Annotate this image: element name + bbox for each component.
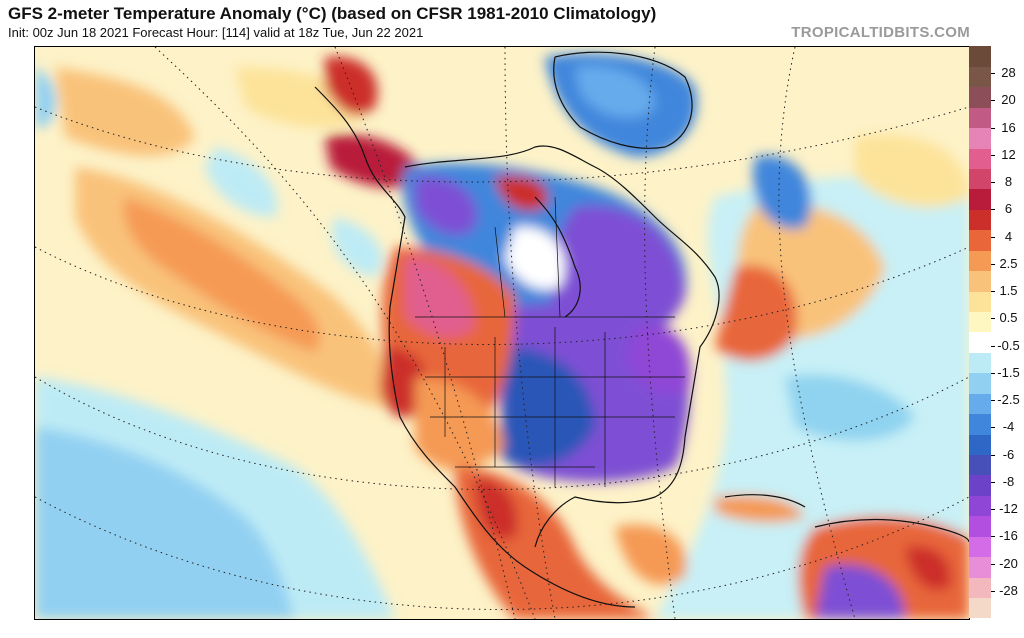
anomaly-map-canvas xyxy=(35,47,969,619)
colorbar-swatch xyxy=(969,556,991,578)
colorbar-label: -12 xyxy=(999,501,1018,517)
political-borders xyxy=(415,196,685,487)
colorbar-label: 20 xyxy=(1001,92,1016,108)
map-subtitle: Init: 00z Jun 18 2021 Forecast Hour: [11… xyxy=(8,25,424,40)
coastlines xyxy=(314,51,969,608)
colorbar-swatch xyxy=(969,189,991,210)
anomaly-field xyxy=(35,53,969,619)
colorbar-label: -6 xyxy=(1002,446,1015,462)
colorbar-swatch xyxy=(969,434,991,456)
colorbar-label: 2.5 xyxy=(999,255,1018,271)
colorbar-swatch xyxy=(969,209,991,231)
colorbar-label: -28 xyxy=(999,582,1018,598)
colorbar-label: -20 xyxy=(999,555,1018,571)
colorbar-tick xyxy=(991,318,995,320)
colorbar-swatch xyxy=(969,66,991,88)
colorbar-label: -8 xyxy=(1002,473,1015,489)
colorbar-tick xyxy=(991,400,995,402)
colorbar-swatch xyxy=(969,270,991,292)
anomaly-map xyxy=(34,46,970,620)
colorbar-tick xyxy=(991,154,995,156)
colorbar-tick xyxy=(991,536,995,538)
colorbar-swatch xyxy=(969,107,991,129)
colorbar-tick xyxy=(991,73,995,75)
colorbar-tick xyxy=(991,509,995,511)
colorbar-label: 4 xyxy=(1004,228,1013,244)
colorbar-label: -16 xyxy=(999,528,1018,544)
colorbar-swatch xyxy=(969,86,991,108)
colorbar-swatch xyxy=(969,332,991,353)
colorbar-swatch xyxy=(969,577,991,599)
colorbar-swatch xyxy=(969,168,991,190)
colorbar-tick xyxy=(991,590,995,592)
colorbar-swatch xyxy=(969,250,991,272)
colorbar-swatch xyxy=(969,413,991,435)
colorbar-tick xyxy=(991,481,995,483)
colorbar-swatch xyxy=(969,311,991,333)
colorbar-swatch xyxy=(969,515,991,537)
map-title: GFS 2-meter Temperature Anomaly (°C) (ba… xyxy=(8,4,657,23)
colorbar-swatch xyxy=(969,148,991,170)
colorbar-label: 6 xyxy=(1004,201,1013,217)
colorbar-swatch xyxy=(969,352,991,374)
colorbar-swatch xyxy=(969,46,991,67)
colorbar-tick xyxy=(991,182,995,184)
colorbar-tick xyxy=(991,263,995,265)
colorbar-label: 8 xyxy=(1004,174,1013,190)
colorbar-tick xyxy=(991,127,995,129)
colorbar-label: 12 xyxy=(1001,146,1016,162)
colorbar-label: 16 xyxy=(1001,119,1016,135)
graticule xyxy=(35,47,969,619)
colorbar-label: 0.5 xyxy=(999,310,1018,326)
colorbar-swatch xyxy=(969,536,991,558)
colorbar-tick xyxy=(991,291,995,293)
colorbar-label: -0.5 xyxy=(997,337,1020,353)
colorbar-label: -1.5 xyxy=(997,364,1020,380)
colorbar-tick xyxy=(991,236,995,238)
colorbar-swatch xyxy=(969,229,991,251)
colorbar-tick xyxy=(991,209,995,211)
colorbar-swatch xyxy=(969,372,991,394)
colorbar-label: 28 xyxy=(1001,65,1016,81)
colorbar-swatch xyxy=(969,495,991,517)
colorbar-swatch xyxy=(969,291,991,313)
colorbar-tick xyxy=(991,427,995,429)
site-brand: TROPICALTIDBITS.COM xyxy=(791,24,970,41)
colorbar-tick xyxy=(991,100,995,102)
colorbar-tick xyxy=(991,563,995,565)
colorbar-swatch xyxy=(969,393,991,415)
colorbar-label: -2.5 xyxy=(997,392,1020,408)
colorbar-swatch xyxy=(969,475,991,496)
colorbar-swatch xyxy=(969,597,991,619)
colorbar-tick xyxy=(991,372,995,374)
colorbar-swatch xyxy=(969,127,991,149)
colorbar-label: 1.5 xyxy=(999,283,1018,299)
colorbar-legend: -28 -20 -16 -12 -8 -6 -4 -2.5 -1.5 -0.5 0.5 1.5 2.5 4… xyxy=(969,46,1024,619)
colorbar-tick xyxy=(991,345,995,347)
colorbar-swatch xyxy=(969,454,991,476)
colorbar-label: -4 xyxy=(1002,419,1015,435)
colorbar-tick xyxy=(991,454,995,456)
